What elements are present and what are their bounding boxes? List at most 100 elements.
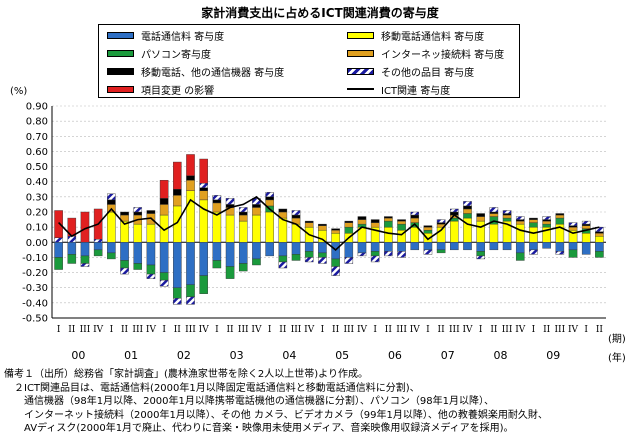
bar-s6 (304, 257, 314, 263)
bar-s4 (489, 213, 499, 217)
bar-s3 (476, 251, 485, 257)
bar-s6 (278, 261, 288, 269)
bar-s3 (370, 251, 380, 257)
bar-s5 (410, 214, 420, 219)
bar-s4 (173, 195, 182, 207)
x-year-label: 06 (388, 349, 402, 362)
bar-s1 (199, 242, 208, 276)
bar-s3 (159, 272, 169, 281)
x-quarter-label: I (584, 325, 588, 335)
bar-s6 (173, 298, 182, 305)
bar-s5 (304, 220, 314, 223)
bar-s5 (529, 217, 538, 220)
bar-s2 (529, 226, 538, 243)
bar-s4 (186, 179, 195, 191)
x-quarter-label: II (68, 325, 76, 335)
bar-s3 (238, 263, 248, 272)
bar-s1 (410, 242, 420, 251)
bar-s2 (410, 226, 420, 243)
legend-swatch-s6 (347, 68, 374, 75)
bar-s5 (370, 219, 380, 223)
chart-plot: 0.90 0.80 0.70 0.60 0.50 0.40 0.30 0.20 0.10 0.00… (22, 102, 606, 362)
bar-s1 (489, 242, 499, 251)
x-quarter-label: I (426, 325, 430, 335)
x-year-label: 07 (441, 349, 455, 362)
bar-s1 (238, 242, 248, 264)
bar-s6 (291, 210, 301, 216)
x-quarter-label: I (268, 325, 272, 335)
bar-s1 (384, 242, 393, 252)
bar-s3 (542, 223, 551, 228)
bar-s7 (173, 161, 182, 190)
bar-s1 (357, 242, 367, 254)
bar-s2 (331, 232, 340, 243)
bar-s2 (318, 229, 327, 243)
bar-s3 (173, 287, 182, 299)
bar-s2 (238, 220, 248, 243)
ict-line (58, 195, 600, 251)
bar-s1 (436, 242, 446, 251)
bar-s4 (331, 229, 340, 234)
bar-s6 (436, 219, 446, 223)
legend-line-s8 (347, 88, 374, 90)
bar-s6 (384, 251, 393, 257)
x-quarter-label: III (238, 325, 249, 335)
bar-s3 (463, 213, 472, 219)
bar-s1 (476, 242, 485, 252)
bar-s1 (529, 242, 538, 251)
x-quarter-label: III (132, 325, 143, 335)
footnote-1: 備考１（出所）総務省「家計調査」(農林漁家世帯を除く2人以上世帯)より作成。 (4, 369, 368, 380)
bar-s5 (238, 211, 248, 216)
bar-s6 (80, 263, 90, 267)
bar-s1 (133, 242, 143, 264)
bar-s7 (199, 158, 208, 184)
bar-s6 (568, 222, 578, 226)
bar-s2 (595, 236, 604, 243)
bar-s1 (568, 242, 578, 251)
bar-s1 (67, 242, 77, 255)
bar-s5 (436, 222, 446, 225)
x-quarter-label: IV (304, 325, 315, 335)
bar-s5 (186, 175, 195, 181)
x-axis-unit-year: (年) (608, 353, 626, 364)
bar-s5 (120, 211, 129, 216)
bar-s5 (397, 219, 406, 222)
bar-s6 (186, 296, 195, 305)
bar-s1 (397, 242, 406, 252)
bar-s3 (252, 258, 261, 266)
bar-s6 (67, 236, 77, 243)
footnote-3: 通信機器（98年1月以降、2000年1月以降携帯電話機他の通信機器に分割）、パソ… (4, 396, 494, 407)
footnote-4: インターネット接続料（2000年1月以降）、その他 カメラ、ビデオカメラ（99年… (4, 409, 548, 421)
x-quarter-label: III (502, 325, 513, 335)
bar-s7 (159, 179, 169, 199)
bar-s1 (186, 242, 195, 285)
x-quarter-label: I (215, 325, 219, 335)
legend-label-s4: インターネッ接続料 寄与度 (381, 50, 505, 61)
legend-swatch-s2 (347, 32, 374, 39)
bar-s6 (450, 208, 459, 213)
y-tick-label: 0.90 (26, 102, 48, 113)
bar-s1 (423, 242, 433, 251)
bar-s4 (397, 220, 406, 225)
y-tick-label: 0.30 (26, 192, 48, 203)
bar-s1 (225, 242, 235, 267)
legend-label-s1: 電話通信料 寄与度 (141, 32, 225, 43)
x-quarter-label: III (396, 325, 407, 335)
bar-s4 (238, 214, 248, 222)
bar-s1 (54, 242, 63, 258)
bar-s4 (529, 219, 538, 223)
bar-s1 (159, 242, 169, 273)
bar-s1 (252, 242, 261, 260)
y-tick-label: 0.20 (26, 208, 48, 219)
bar-s4 (410, 217, 420, 223)
bar-s4 (581, 225, 591, 229)
x-quarter-label: II (438, 325, 446, 335)
bar-s4 (370, 222, 380, 228)
x-quarter-label: II (490, 325, 498, 335)
bar-s1 (265, 242, 274, 257)
bar-s4 (423, 226, 433, 231)
bar-s4 (199, 190, 208, 201)
bar-s6 (476, 255, 485, 260)
bar-s5 (344, 220, 354, 223)
bar-s6 (555, 251, 565, 255)
